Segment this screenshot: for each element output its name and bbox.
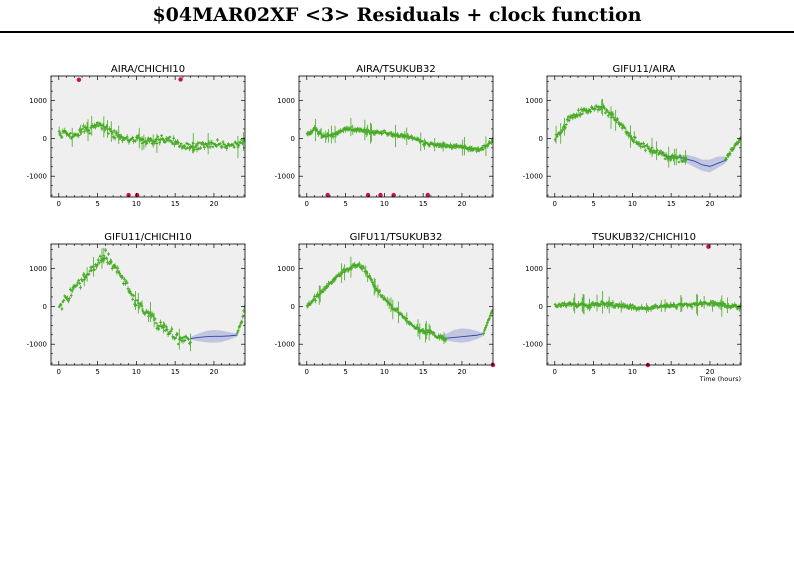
- x-axis-label: Time (hours): [699, 375, 741, 383]
- panel-background: [299, 244, 493, 365]
- y-tick-label: 1000: [525, 97, 543, 105]
- panel-2: 0 5 10 15 20 -1000 0 1000 AIRA/TSUKUB32: [275, 64, 494, 208]
- x-tick-label: 15: [171, 200, 180, 208]
- x-tick-label: 0: [57, 200, 61, 208]
- x-tick-label: 0: [553, 200, 557, 208]
- x-tick-label: 15: [419, 200, 428, 208]
- panel-title: GIFU11/AIRA: [612, 64, 675, 75]
- x-tick-label: 20: [457, 368, 466, 376]
- x-tick-label: 20: [457, 200, 466, 208]
- y-tick-label: 0: [43, 135, 47, 143]
- panel-frame: [50, 75, 246, 198]
- x-tick-label: 10: [628, 368, 637, 376]
- panel-background: [51, 76, 245, 197]
- panel-frame: [50, 243, 246, 366]
- panel-6: 0 5 10 15 20 -1000 0 1000 TSUKUB32/CHICHI10 Time …: [523, 232, 742, 383]
- x-tick-label: 10: [132, 200, 141, 208]
- clock-model-band: [438, 328, 484, 343]
- panel-plot-area: [57, 247, 245, 352]
- x-tick-label: 0: [305, 200, 309, 208]
- x-tick-label: 5: [95, 200, 99, 208]
- panel-background: [51, 244, 245, 365]
- x-tick-label: 5: [591, 200, 595, 208]
- clock-model-band: [663, 154, 726, 173]
- clock-model-line: [190, 334, 238, 339]
- panel-4: 0 5 10 15 20 -1000 0 1000 GIFU11/CHICHI10: [27, 232, 246, 376]
- x-tick-label: 5: [343, 200, 347, 208]
- y-tick-label: 1000: [277, 265, 295, 273]
- y-tick-label: 1000: [29, 265, 47, 273]
- outlier-marker: [325, 192, 330, 198]
- panel-frame: [546, 75, 742, 198]
- y-tick-label: -1000: [523, 341, 543, 349]
- panel-plot-area: [553, 98, 741, 173]
- panel-plot-area: [57, 116, 245, 159]
- x-tick-label: 20: [209, 200, 218, 208]
- x-tick-label: 0: [553, 368, 557, 376]
- panel-title: GIFU11/CHICHI10: [104, 232, 192, 243]
- x-tick-label: 5: [343, 368, 347, 376]
- panel-title: AIRA/TSUKUB32: [356, 64, 436, 75]
- panel-frame: [298, 75, 494, 198]
- outlier-marker: [365, 192, 371, 198]
- x-tick-label: 20: [705, 368, 714, 376]
- panel-plot-area: [305, 256, 493, 345]
- y-tick-label: -1000: [275, 173, 295, 181]
- x-tick-label: 5: [95, 368, 99, 376]
- y-tick-label: -1000: [27, 173, 47, 181]
- x-tick-label: 10: [628, 200, 637, 208]
- panel-plot-area: [305, 117, 493, 156]
- y-tick-label: 0: [539, 135, 543, 143]
- panel-5: 0 5 10 15 20 -1000 0 1000 GIFU11/TSUKUB32: [275, 232, 496, 376]
- outlier-marker: [378, 192, 383, 198]
- x-tick-label: 20: [209, 368, 218, 376]
- y-tick-label: 1000: [525, 265, 543, 273]
- y-tick-label: -1000: [27, 341, 47, 349]
- panel-3: 0 5 10 15 20 -1000 0 1000 GIFU11/AIRA: [523, 64, 742, 208]
- panel-frame: [546, 243, 742, 366]
- y-tick-label: 0: [539, 303, 543, 311]
- x-tick-label: 15: [667, 200, 676, 208]
- x-tick-label: 10: [380, 368, 389, 376]
- page-title: $04MAR02XF <3> Residuals + clock functio…: [152, 4, 642, 26]
- outlier-marker: [391, 192, 396, 198]
- panel-plot-area: [553, 290, 741, 317]
- panel-background: [547, 76, 741, 197]
- panel-title: GIFU11/TSUKUB32: [350, 232, 443, 243]
- x-tick-label: 15: [171, 368, 180, 376]
- x-tick-label: 0: [305, 368, 309, 376]
- x-tick-label: 15: [419, 368, 428, 376]
- title-divider: [0, 31, 794, 33]
- outlier-marker: [76, 77, 82, 82]
- outlier-marker: [178, 77, 183, 82]
- panel-title: TSUKUB32/CHICHI10: [591, 232, 696, 243]
- y-tick-label: 0: [291, 135, 295, 143]
- y-tick-label: 1000: [29, 97, 47, 105]
- y-tick-label: -1000: [523, 173, 543, 181]
- panel-title: AIRA/CHICHI10: [111, 64, 185, 75]
- y-tick-label: -1000: [275, 341, 295, 349]
- x-tick-label: 10: [132, 368, 141, 376]
- panel-frame: [298, 243, 494, 366]
- y-tick-label: 1000: [277, 97, 295, 105]
- x-tick-label: 5: [591, 368, 595, 376]
- x-tick-label: 10: [380, 200, 389, 208]
- clock-model-line: [446, 333, 484, 339]
- outlier-marker: [425, 192, 431, 198]
- outlier-marker: [706, 244, 711, 249]
- x-tick-label: 0: [57, 368, 61, 376]
- x-tick-label: 15: [667, 368, 676, 376]
- y-tick-label: 0: [43, 303, 47, 311]
- y-tick-label: 0: [291, 303, 295, 311]
- x-tick-label: 20: [705, 200, 714, 208]
- panel-1: 0 5 10 15 20 -1000 0 1000 AIRA/CHICHI10: [27, 64, 246, 208]
